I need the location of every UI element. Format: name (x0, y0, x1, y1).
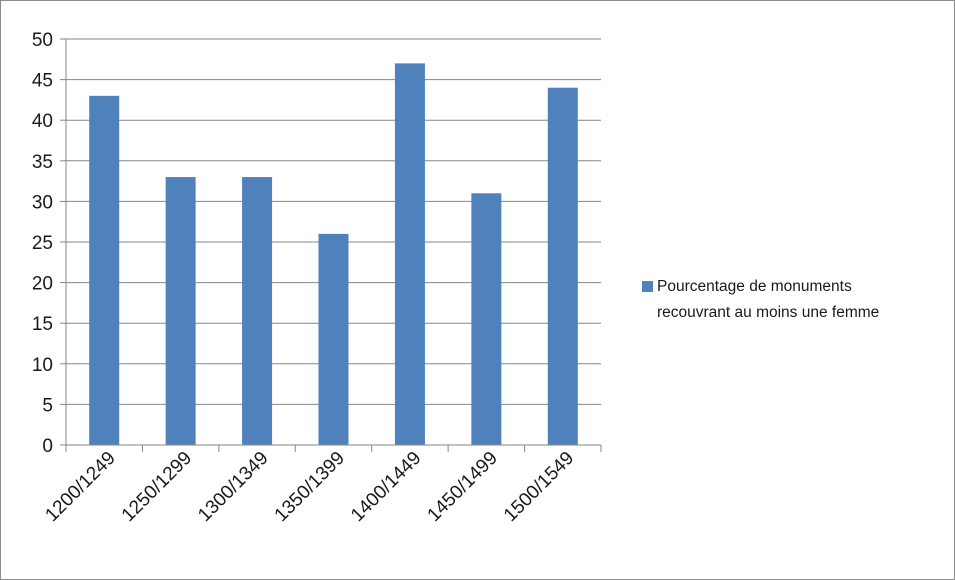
y-tick-labels: 0 5 10 15 20 25 30 35 40 45 50 (32, 30, 53, 457)
bar (471, 193, 502, 445)
x-tick-labels: 1200/12491250/12991300/13491350/13991400… (41, 448, 578, 526)
x-tick-label: 1400/1449 (347, 448, 425, 526)
axes (60, 38, 602, 452)
x-tick-label: 1300/1349 (194, 448, 272, 526)
legend-swatch (642, 281, 653, 292)
bar (89, 95, 120, 445)
y-tick-label: 40 (32, 111, 53, 132)
x-tick-label: 1350/1399 (271, 448, 349, 526)
y-tick-label: 25 (32, 233, 53, 254)
y-tick-label: 0 (42, 436, 53, 457)
bar (547, 87, 578, 445)
bar (394, 63, 425, 446)
x-tick-label: 1250/1299 (118, 448, 196, 526)
y-tick-label: 10 (32, 355, 53, 376)
y-tick-label: 5 (42, 395, 53, 416)
x-tick-label: 1500/1549 (500, 448, 578, 526)
legend: Pourcentage de monuments recouvrant au m… (642, 278, 879, 321)
bar (242, 177, 273, 446)
bar (318, 233, 349, 445)
bar (165, 177, 196, 446)
y-tick-label: 20 (32, 274, 53, 295)
bars (89, 63, 578, 446)
y-tick-label: 30 (32, 192, 53, 213)
legend-label-line-1: Pourcentage de monuments (657, 278, 852, 295)
y-tick-label: 45 (32, 71, 53, 92)
y-tick-label: 15 (32, 314, 53, 335)
y-tick-label: 35 (32, 152, 53, 173)
legend-label-line-2: recouvrant au moins une femme (657, 304, 879, 321)
y-tick-label: 50 (32, 30, 53, 51)
x-tick-label: 1200/1249 (41, 448, 119, 526)
x-tick-label: 1450/1499 (424, 448, 502, 526)
